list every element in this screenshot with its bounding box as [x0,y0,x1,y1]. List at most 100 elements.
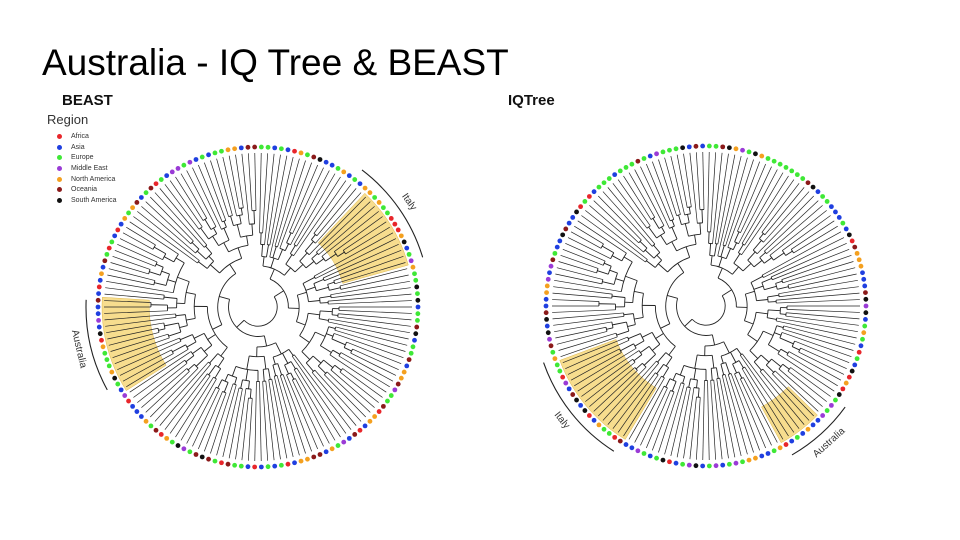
tip-point [285,461,291,467]
branch-line [203,344,213,352]
branch-line [338,313,412,321]
branch-arc [319,326,330,346]
branch-line [553,316,625,326]
tip-point [617,438,623,444]
tip-point [740,459,745,465]
tip-point [206,456,211,462]
tip-point [122,216,128,221]
tip-point [380,205,386,211]
branch-line [776,299,860,304]
branch-line [224,374,229,382]
tip-point [100,264,106,270]
branch-arc [206,260,214,269]
branch-line [702,152,705,210]
branch-line [229,264,237,274]
branch-arc [683,364,707,370]
branch-line [766,205,823,254]
tip-point [606,176,612,181]
branch-line [293,369,336,441]
branch-line [296,176,341,247]
branch-line [149,271,161,276]
tip-point [854,356,860,362]
tip-point [552,356,558,362]
tip-point [828,402,834,408]
branch-arc [655,372,659,376]
branch-arc [159,266,164,276]
tip-point [388,393,394,398]
branch-line [145,371,190,413]
branch-arc [761,274,764,278]
tip-point [660,457,666,463]
legend-dot-icon [57,176,62,182]
branch-line [670,386,688,457]
tip-point [292,148,297,154]
tip-point [367,418,373,424]
branch-line [781,332,852,357]
tip-point [357,427,363,433]
branch-line [577,350,640,392]
branch-line [324,374,366,418]
branch-line [601,245,615,254]
branch-line [186,170,217,227]
branch-line [634,386,665,443]
branch-arc [615,333,618,338]
branch-arc [305,355,314,364]
tip-point [863,316,868,322]
branch-line [713,379,723,460]
branch-arc [675,372,685,377]
branch-line [319,318,329,321]
branch-line [186,291,196,295]
branch-line [191,242,200,250]
clade-bracket [543,362,615,452]
branch-arc [286,372,291,376]
tip-point [544,316,549,322]
branch-line [305,362,314,372]
branch-arc [782,325,785,330]
branch-line [676,154,688,208]
tip-point [794,434,800,440]
branch-line [628,172,656,218]
branch-arc [753,354,762,363]
branch-line [326,333,334,337]
tip-point [115,227,121,233]
branch-line [104,313,176,321]
branch-arc [162,253,167,260]
branch-line [634,340,645,347]
branch-arc [717,277,737,308]
branch-line [625,275,638,282]
tip-point [548,263,554,269]
tip-point [219,148,224,154]
tip-point [693,463,699,469]
tip-point [206,152,211,158]
branch-line [266,244,269,258]
branch-line [249,389,252,399]
tip-point [323,449,329,455]
branch-line [732,242,737,250]
branch-line [776,292,860,301]
tip-point [352,432,358,437]
branch-line [328,326,336,330]
branch-line [788,351,842,381]
branch-arc [711,367,717,369]
branch-line [750,275,763,283]
tip-point [654,151,659,157]
branch-line [702,380,705,460]
branch-line [339,371,379,403]
branch-line [763,330,774,336]
tip-point [126,210,131,216]
branch-line [710,255,713,266]
branch-line [209,353,219,364]
branch-line [782,363,790,370]
tip-point [860,336,865,342]
branch-arc [769,255,774,261]
tip-point [667,459,672,465]
branch-line [558,261,597,274]
branch-line [315,331,326,337]
tip-point [96,324,102,330]
branch-arc [327,318,330,323]
branch-line [329,354,387,393]
branch-arc [722,244,726,247]
legend-item: Europe [57,152,117,163]
branch-line [645,390,671,449]
branch-line [344,347,352,352]
